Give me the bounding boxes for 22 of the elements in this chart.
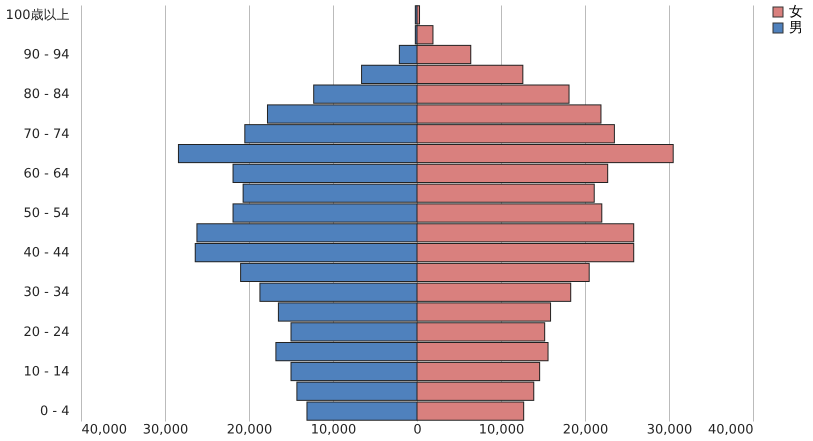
x-tick-label: 0	[413, 422, 422, 438]
y-tick-label: 30 - 34	[23, 285, 70, 300]
y-tick-label: 60 - 64	[23, 166, 70, 182]
x-tick-label: 20,000	[226, 422, 272, 438]
y-tick-label: 40 - 44	[23, 246, 70, 261]
y-tick-label: 10 - 14	[23, 364, 70, 380]
x-tick-label: 10,000	[478, 422, 524, 438]
y-tick-label: 70 - 74	[23, 126, 70, 142]
y-tick-label: 100歳以上	[6, 8, 70, 23]
x-tick-label: 10,000	[310, 422, 356, 438]
y-tick-label: 80 - 84	[23, 87, 70, 102]
legend-label: 女	[789, 4, 803, 20]
y-tick-label: 90 - 94	[23, 48, 70, 63]
x-tick-label: 20,000	[562, 422, 608, 438]
x-tick-label: 30,000	[646, 422, 692, 438]
x-tick-label: 40,000	[82, 422, 127, 438]
x-tick-label: 30,000	[142, 422, 188, 438]
x-tick-label: 40,000	[708, 422, 754, 438]
y-tick-label: 50 - 54	[23, 206, 70, 221]
y-tick-label: 0 - 4	[40, 404, 70, 420]
y-tick-label: 20 - 24	[23, 324, 70, 340]
legend-label: 男	[789, 20, 803, 36]
